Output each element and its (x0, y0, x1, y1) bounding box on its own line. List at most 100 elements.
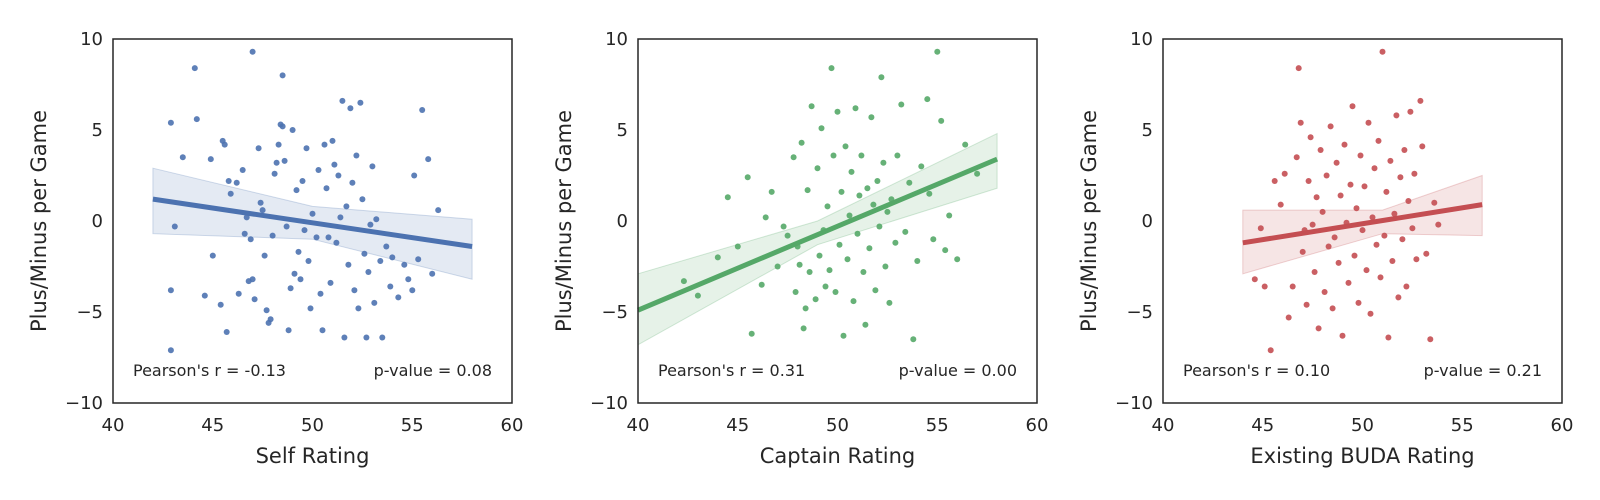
x-tick-label: 55 (401, 415, 424, 436)
data-point (269, 232, 276, 239)
data-point (828, 65, 835, 72)
data-point (1435, 221, 1442, 228)
data-point (1413, 256, 1420, 263)
data-point (1363, 267, 1370, 274)
data-point (273, 159, 280, 166)
data-point (1295, 65, 1302, 72)
data-point (167, 287, 174, 294)
data-point (1365, 119, 1372, 126)
data-point (886, 299, 893, 306)
data-point (1405, 198, 1412, 204)
y-tick-label: −10 (590, 393, 628, 414)
data-point (207, 156, 214, 163)
data-point (415, 256, 422, 263)
data-point (1321, 289, 1328, 295)
data-point (1431, 199, 1438, 206)
data-point (864, 185, 871, 192)
data-point (838, 188, 845, 195)
data-point (335, 172, 342, 179)
data-point (1315, 325, 1322, 332)
data-point (1367, 310, 1374, 317)
data-point (345, 261, 352, 268)
regression-line (637, 156, 999, 313)
data-point (836, 241, 843, 248)
data-point (1371, 165, 1378, 172)
data-point (938, 117, 945, 124)
data-point (271, 170, 278, 177)
y-tick-label: 5 (617, 120, 628, 141)
data-point (409, 287, 416, 294)
x-tick-label: 50 (1351, 415, 1374, 436)
data-point (425, 156, 432, 163)
data-point (395, 294, 402, 301)
data-point (321, 141, 328, 148)
data-point (724, 194, 731, 201)
data-point (341, 334, 348, 341)
data-point (798, 139, 805, 146)
data-point (934, 48, 941, 55)
data-point (327, 279, 334, 286)
data-point (223, 329, 230, 335)
data-point (355, 305, 362, 312)
data-point (1329, 305, 1336, 312)
data-point (1381, 232, 1388, 239)
data-point (1393, 112, 1400, 119)
data-point (249, 48, 256, 55)
data-point (429, 270, 436, 277)
data-point (882, 263, 889, 270)
data-point (363, 334, 370, 341)
x-tick-label: 60 (501, 415, 524, 436)
data-point (1285, 314, 1292, 321)
data-point (1355, 299, 1362, 306)
data-point (762, 214, 769, 221)
data-point (946, 212, 953, 219)
data-point (822, 283, 829, 290)
data-point (806, 269, 813, 275)
data-point (714, 254, 721, 261)
data-point (287, 285, 294, 292)
data-point (910, 336, 917, 343)
data-point (1293, 154, 1300, 161)
data-point (862, 321, 869, 328)
x-axis-label: Captain Rating (760, 444, 916, 468)
data-point (858, 152, 865, 159)
data-point (1299, 248, 1306, 255)
data-point (1383, 188, 1390, 195)
data-point (1251, 276, 1258, 283)
data-point (1375, 137, 1382, 144)
data-point (369, 163, 376, 170)
x-tick-label: 40 (1152, 415, 1175, 436)
data-point (846, 212, 853, 219)
data-point (167, 119, 174, 126)
data-point (734, 243, 741, 250)
data-point (1391, 210, 1398, 217)
data-point (834, 108, 841, 115)
data-point (251, 296, 258, 303)
data-point (876, 223, 883, 230)
data-point (1411, 170, 1418, 177)
plot-frame (637, 38, 1038, 404)
data-point (247, 236, 254, 243)
data-point (383, 243, 390, 250)
p-value-annotation: p-value = 0.08 (374, 361, 492, 380)
data-point (1401, 147, 1408, 153)
data-point (249, 276, 256, 283)
data-point (1337, 192, 1344, 199)
data-point (337, 214, 344, 221)
data-point (1281, 170, 1288, 177)
data-point (1389, 258, 1396, 264)
data-point (367, 221, 374, 228)
data-point (854, 230, 861, 237)
data-point (1399, 236, 1406, 243)
data-point (419, 107, 426, 113)
data-point (1313, 194, 1320, 201)
data-point (1407, 108, 1414, 115)
data-point (1261, 283, 1268, 290)
data-point (259, 207, 266, 214)
data-point (918, 163, 925, 170)
data-point (802, 305, 809, 312)
x-tick-label: 60 (1026, 415, 1049, 436)
data-point (217, 301, 224, 308)
data-point (171, 223, 178, 230)
data-point (1419, 143, 1426, 150)
